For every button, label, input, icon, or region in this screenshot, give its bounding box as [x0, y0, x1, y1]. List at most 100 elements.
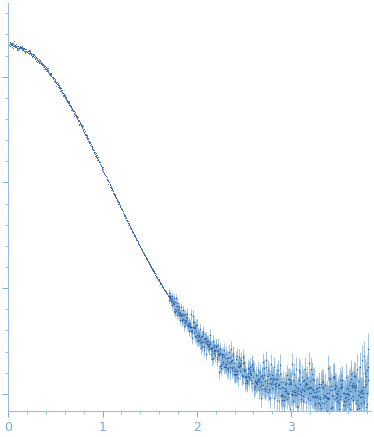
- Point: [150, 267, 156, 274]
- Point: [123, 217, 129, 224]
- Point: [7, 40, 13, 47]
- Point: [125, 219, 131, 226]
- Point: [131, 230, 137, 237]
- Point: [49, 74, 55, 81]
- Point: [226, 359, 232, 366]
- Point: [52, 78, 58, 85]
- Point: [19, 46, 25, 53]
- Point: [282, 387, 288, 394]
- Point: [330, 374, 336, 381]
- Point: [304, 385, 310, 392]
- Point: [191, 319, 197, 326]
- Point: [215, 350, 221, 357]
- Point: [176, 303, 182, 310]
- Point: [10, 45, 16, 52]
- Point: [168, 295, 174, 302]
- Point: [103, 172, 109, 179]
- Point: [90, 147, 96, 154]
- Point: [131, 230, 137, 237]
- Point: [211, 346, 217, 353]
- Point: [300, 392, 306, 399]
- Point: [275, 371, 280, 378]
- Point: [63, 94, 69, 101]
- Point: [88, 142, 94, 149]
- Point: [85, 135, 91, 142]
- Point: [85, 135, 91, 142]
- Point: [100, 169, 106, 176]
- Point: [239, 373, 245, 380]
- Point: [213, 343, 219, 350]
- Point: [295, 385, 301, 392]
- Point: [181, 316, 187, 323]
- Point: [345, 385, 351, 392]
- Point: [90, 145, 96, 152]
- Point: [270, 377, 276, 384]
- Point: [223, 350, 229, 357]
- Point: [183, 313, 189, 320]
- Point: [45, 65, 50, 72]
- Point: [40, 63, 46, 70]
- Point: [266, 370, 272, 377]
- Point: [256, 377, 262, 384]
- Point: [128, 225, 134, 232]
- Point: [124, 216, 130, 223]
- Point: [244, 378, 250, 385]
- Point: [107, 184, 113, 191]
- Point: [27, 50, 33, 57]
- Point: [89, 144, 95, 151]
- Point: [275, 381, 281, 388]
- Point: [131, 231, 137, 238]
- Point: [163, 289, 169, 296]
- Point: [219, 354, 225, 361]
- Point: [154, 274, 160, 281]
- Point: [307, 385, 313, 392]
- Point: [38, 61, 44, 68]
- Point: [147, 262, 153, 269]
- Point: [151, 269, 157, 276]
- Point: [143, 255, 149, 262]
- Point: [196, 332, 202, 339]
- Point: [316, 381, 322, 388]
- Point: [309, 392, 315, 399]
- Point: [166, 289, 172, 296]
- Point: [52, 77, 58, 84]
- Point: [93, 151, 99, 158]
- Point: [227, 369, 233, 376]
- Point: [161, 285, 167, 292]
- Point: [231, 359, 237, 366]
- Point: [131, 231, 137, 238]
- Point: [126, 222, 132, 229]
- Point: [328, 405, 334, 412]
- Point: [91, 149, 97, 156]
- Point: [196, 336, 202, 343]
- Point: [327, 376, 333, 383]
- Point: [16, 45, 22, 52]
- Point: [200, 339, 206, 346]
- Point: [276, 397, 282, 404]
- Point: [169, 302, 175, 309]
- Point: [303, 381, 309, 388]
- Point: [62, 93, 68, 100]
- Point: [92, 150, 98, 157]
- Point: [194, 321, 200, 328]
- Point: [246, 373, 252, 380]
- Point: [109, 186, 115, 193]
- Point: [22, 47, 28, 54]
- Point: [41, 63, 47, 70]
- Point: [138, 246, 144, 253]
- Point: [97, 160, 103, 167]
- Point: [228, 357, 234, 364]
- Point: [351, 372, 357, 379]
- Point: [246, 366, 252, 373]
- Point: [146, 259, 152, 266]
- Point: [272, 383, 278, 390]
- Point: [102, 171, 108, 178]
- Point: [138, 245, 144, 252]
- Point: [21, 46, 27, 53]
- Point: [46, 67, 52, 74]
- Point: [122, 212, 128, 219]
- Point: [211, 342, 217, 349]
- Point: [311, 377, 317, 384]
- Point: [207, 339, 213, 346]
- Point: [280, 378, 286, 385]
